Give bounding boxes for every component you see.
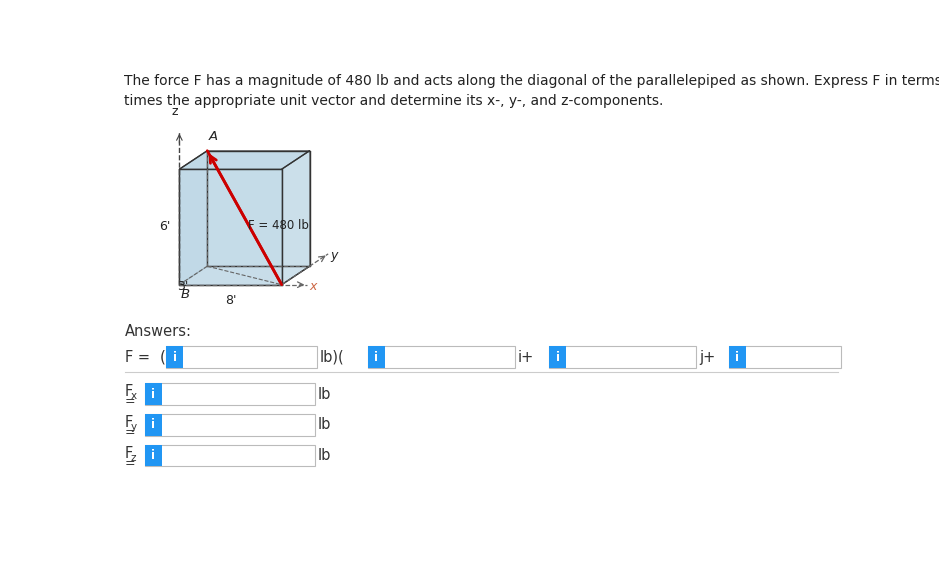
- Text: y: y: [331, 249, 338, 262]
- FancyBboxPatch shape: [549, 346, 566, 368]
- Text: i: i: [173, 351, 177, 364]
- Text: A: A: [208, 130, 218, 143]
- Text: j+: j+: [700, 350, 716, 365]
- Text: F = 480 lb: F = 480 lb: [248, 219, 308, 233]
- Polygon shape: [179, 169, 282, 285]
- Text: F =: F =: [125, 350, 150, 365]
- Text: The force F has a magnitude of 480 lb and acts along the diagonal of the paralle: The force F has a magnitude of 480 lb an…: [124, 74, 939, 108]
- FancyBboxPatch shape: [729, 346, 841, 368]
- FancyBboxPatch shape: [145, 383, 315, 405]
- Text: 6': 6': [159, 221, 170, 234]
- Text: 3': 3': [177, 280, 189, 293]
- Polygon shape: [179, 151, 208, 285]
- Text: Answers:: Answers:: [125, 324, 192, 339]
- Text: i: i: [375, 351, 378, 364]
- FancyBboxPatch shape: [145, 414, 315, 436]
- Polygon shape: [282, 151, 310, 285]
- Text: B: B: [181, 288, 190, 301]
- Text: z: z: [172, 105, 178, 118]
- Text: i: i: [556, 351, 560, 364]
- FancyBboxPatch shape: [166, 346, 317, 368]
- FancyBboxPatch shape: [368, 346, 385, 368]
- Text: lb)(: lb)(: [319, 350, 345, 365]
- Text: i: i: [735, 351, 739, 364]
- Text: i: i: [151, 418, 155, 431]
- Text: =: =: [125, 457, 136, 470]
- FancyBboxPatch shape: [549, 346, 697, 368]
- FancyBboxPatch shape: [145, 383, 162, 405]
- Text: i: i: [151, 387, 155, 400]
- Text: lb: lb: [318, 387, 331, 401]
- FancyBboxPatch shape: [166, 346, 183, 368]
- Polygon shape: [208, 151, 310, 266]
- Text: i+: i+: [518, 350, 534, 365]
- Text: x: x: [310, 280, 317, 293]
- Text: x: x: [131, 391, 137, 401]
- Text: y: y: [131, 422, 137, 432]
- FancyBboxPatch shape: [145, 445, 315, 466]
- Text: F: F: [125, 384, 133, 399]
- FancyBboxPatch shape: [729, 346, 746, 368]
- Polygon shape: [179, 151, 310, 169]
- Text: F: F: [125, 415, 133, 430]
- Text: F: F: [125, 446, 133, 461]
- FancyBboxPatch shape: [145, 445, 162, 466]
- Text: 8': 8': [224, 294, 237, 307]
- Text: =: =: [125, 426, 136, 439]
- Text: =: =: [125, 395, 136, 408]
- Text: z: z: [131, 453, 136, 463]
- FancyBboxPatch shape: [368, 346, 515, 368]
- Text: i: i: [151, 449, 155, 462]
- FancyBboxPatch shape: [145, 414, 162, 436]
- Text: lb: lb: [318, 417, 331, 432]
- Text: lb: lb: [318, 448, 331, 463]
- Polygon shape: [179, 266, 310, 285]
- Text: (: (: [160, 350, 166, 365]
